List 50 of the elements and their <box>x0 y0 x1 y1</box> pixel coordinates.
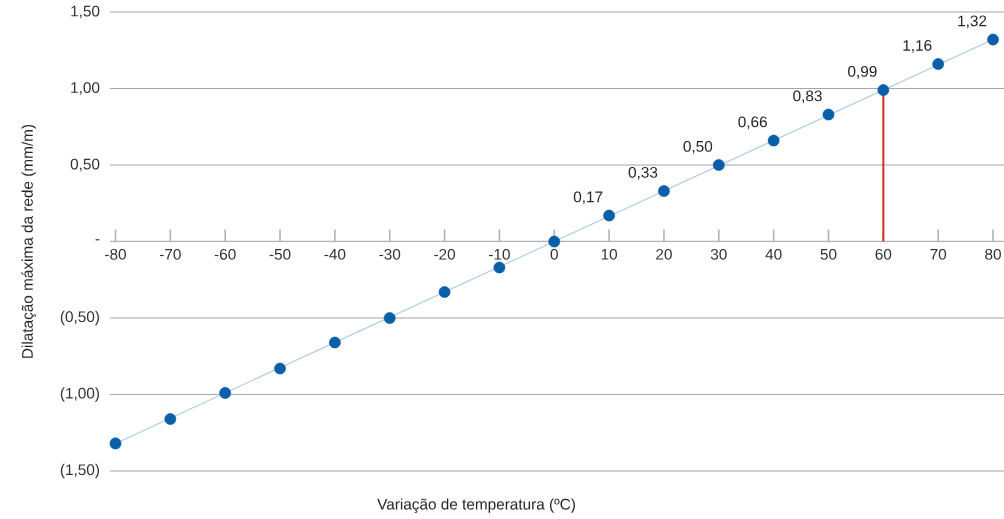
point <box>712 159 725 171</box>
data-label: 0,33 <box>628 166 658 180</box>
point <box>329 336 341 349</box>
x-tick-label: -80 <box>105 248 126 260</box>
x-tick-label: -30 <box>379 248 401 260</box>
x-axis-title: Variação de temperatura (ºC) <box>377 498 575 513</box>
data-label: 0,99 <box>848 65 877 79</box>
point <box>822 108 835 121</box>
data-label: 0,83 <box>793 90 822 104</box>
point <box>164 413 177 425</box>
point <box>548 235 561 248</box>
point <box>658 185 670 197</box>
x-tick-label: -60 <box>214 248 236 260</box>
y-tick-label: 1,50 <box>71 5 100 19</box>
x-tick-label: 80 <box>985 248 1001 260</box>
y-tick-label: (1,00) <box>60 387 100 402</box>
x-tick-label: 10 <box>601 248 618 260</box>
data-label: 1,16 <box>903 39 932 53</box>
x-tick-label: 20 <box>656 248 672 260</box>
data-label: 0,50 <box>683 140 713 154</box>
point <box>219 387 232 399</box>
x-tick-label: -50 <box>269 248 291 260</box>
point <box>493 261 506 274</box>
x-tick-label: 40 <box>765 248 782 260</box>
y-tick-label: 0,50 <box>70 158 100 172</box>
y-tick-label: (1,50) <box>60 463 100 479</box>
data-label: 0,17 <box>573 191 603 205</box>
data-label: 0,66 <box>738 116 767 130</box>
data-label: 1,32 <box>958 15 987 29</box>
y-tick-label: 1,00 <box>71 82 100 95</box>
point <box>603 209 615 222</box>
y-tick-label: (0,50) <box>60 310 100 326</box>
x-tick-label: 0 <box>550 248 558 260</box>
point <box>877 84 890 96</box>
point <box>438 286 451 298</box>
x-tick-label: -40 <box>324 248 346 260</box>
y-axis-title: Dilatação máxima da rede (mm/m) <box>21 124 36 358</box>
point <box>109 437 122 450</box>
x-tick-label: 60 <box>875 248 892 260</box>
point <box>932 58 945 70</box>
x-tick-label: -70 <box>159 248 181 260</box>
point <box>274 362 286 375</box>
x-tick-label: 50 <box>820 248 837 260</box>
y-tick-label: - <box>95 239 100 241</box>
point <box>767 134 780 147</box>
x-tick-label: 30 <box>710 248 727 260</box>
point <box>383 312 396 324</box>
x-tick-label: -10 <box>489 248 510 260</box>
x-tick-label: -20 <box>434 248 456 260</box>
x-tick-label: 70 <box>930 248 947 260</box>
